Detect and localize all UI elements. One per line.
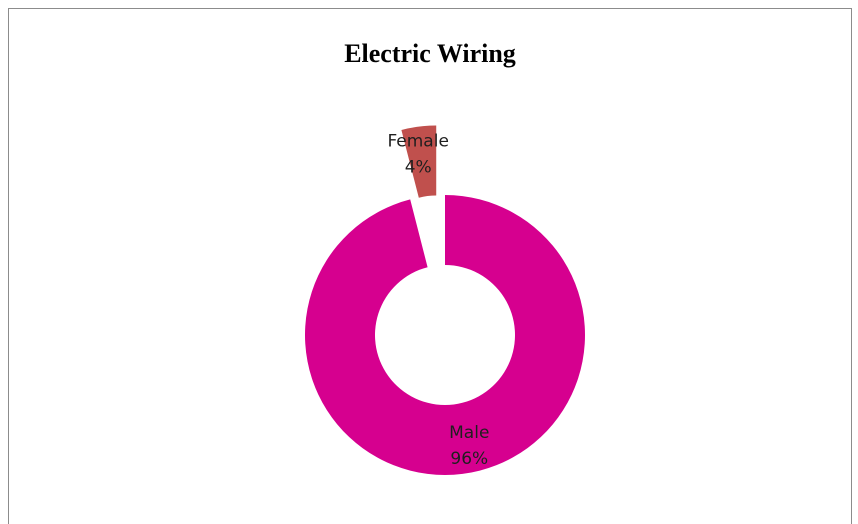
slice-label-male-percent: 96% (450, 449, 488, 469)
slice-male (304, 195, 585, 475)
slice-label-female-category: Female (387, 132, 448, 152)
slice-female (401, 125, 437, 198)
slice-label-female-percent: 4% (405, 158, 432, 178)
chart-title: Electric Wiring (344, 39, 516, 68)
slice-label-male-category: Male (449, 423, 489, 443)
